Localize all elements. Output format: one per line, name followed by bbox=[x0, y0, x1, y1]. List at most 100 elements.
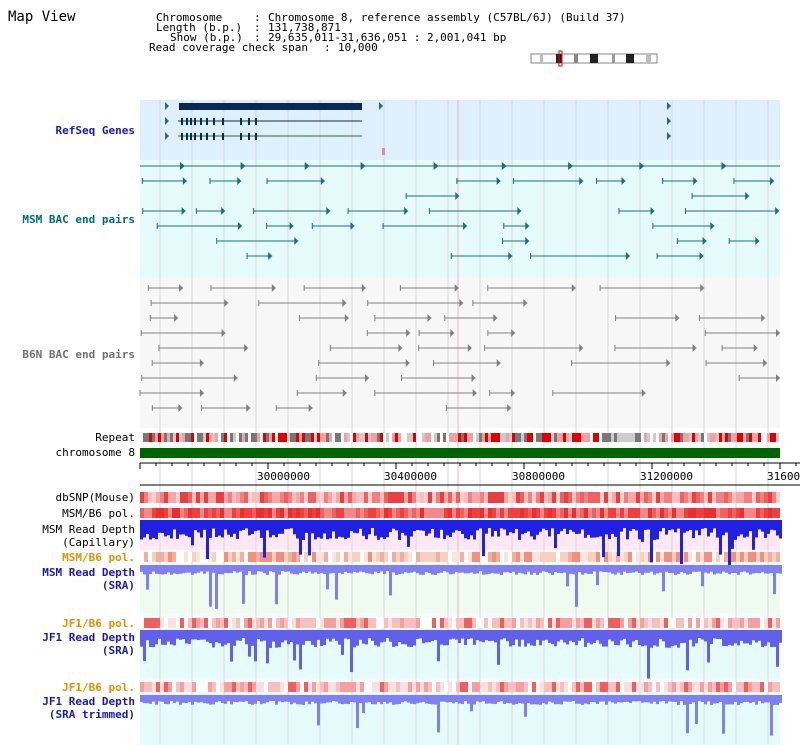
depth-bar bbox=[581, 520, 584, 530]
bac-end-arrow bbox=[702, 237, 707, 245]
depth-bar bbox=[497, 565, 500, 574]
depth-bar bbox=[653, 520, 656, 540]
heat-cell bbox=[456, 618, 460, 628]
repeat-block bbox=[341, 433, 344, 442]
ideogram-band bbox=[590, 54, 598, 63]
heat-cell bbox=[168, 618, 172, 628]
depth-bar bbox=[701, 520, 704, 529]
bac-end-arrow bbox=[360, 162, 366, 170]
heat-cell bbox=[656, 508, 660, 518]
depth-bar bbox=[197, 695, 200, 703]
heat-cell bbox=[140, 492, 144, 503]
depth-bar bbox=[647, 520, 650, 530]
heat-cell bbox=[168, 552, 172, 562]
repeat-block bbox=[401, 433, 404, 442]
heat-cell bbox=[208, 508, 212, 518]
heat-cell bbox=[452, 492, 456, 503]
heat-cell bbox=[400, 618, 404, 628]
heat-cell bbox=[600, 508, 604, 518]
depth-bar bbox=[605, 520, 608, 535]
heat-cell bbox=[180, 508, 184, 518]
depth-bar bbox=[671, 565, 674, 574]
depth-bar bbox=[350, 520, 353, 532]
bac-end-arrow bbox=[455, 192, 460, 200]
exon-mark bbox=[206, 133, 208, 140]
depth-bar bbox=[479, 630, 482, 642]
depth-bar bbox=[452, 520, 455, 533]
heat-cell bbox=[668, 618, 672, 628]
repeat-block bbox=[512, 433, 515, 442]
heat-cell bbox=[640, 492, 644, 503]
depth-bar bbox=[362, 520, 365, 536]
heat-cell bbox=[156, 682, 160, 692]
depth-bar bbox=[539, 630, 542, 646]
heat-cell bbox=[552, 552, 556, 562]
depth-bar bbox=[584, 565, 587, 574]
heat-cell bbox=[296, 492, 300, 503]
exon-mark bbox=[213, 133, 215, 140]
depth-bar bbox=[629, 565, 632, 573]
depth-bar bbox=[218, 565, 221, 575]
depth-bar bbox=[158, 520, 161, 533]
gene-arrow bbox=[667, 117, 671, 125]
heat-cell bbox=[548, 682, 552, 692]
depth-bar bbox=[458, 565, 461, 573]
heat-cell bbox=[220, 682, 224, 692]
heat-cell bbox=[400, 508, 404, 518]
heat-cell bbox=[624, 682, 628, 692]
heat-cell bbox=[448, 492, 452, 503]
heat-cell bbox=[156, 508, 160, 518]
repeat-block bbox=[182, 433, 185, 442]
depth-bar bbox=[521, 565, 524, 574]
depth-bar bbox=[527, 520, 530, 532]
heat-cell bbox=[384, 492, 388, 503]
bac-end-arrow bbox=[427, 314, 432, 322]
repeat-block bbox=[629, 433, 632, 442]
depth-bar bbox=[737, 520, 740, 537]
depth-bar bbox=[413, 565, 416, 572]
heat-cell bbox=[336, 492, 340, 503]
depth-bar bbox=[374, 520, 377, 536]
depth-bar bbox=[404, 695, 407, 702]
depth-bar bbox=[593, 565, 596, 572]
depth-bar bbox=[506, 520, 509, 536]
heat-cell bbox=[260, 492, 264, 503]
heat-cell bbox=[312, 508, 316, 518]
depth-bar bbox=[590, 520, 593, 538]
heat-cell bbox=[632, 618, 636, 628]
heat-cell bbox=[624, 552, 628, 562]
depth-bar bbox=[296, 520, 299, 539]
heat-cell bbox=[464, 492, 468, 503]
depth-bar bbox=[386, 630, 389, 639]
heat-cell bbox=[164, 508, 168, 518]
heat-cell bbox=[364, 552, 368, 562]
depth-bar bbox=[653, 695, 656, 702]
depth-bar bbox=[476, 630, 479, 641]
depth-bar bbox=[257, 695, 260, 702]
depth-bar bbox=[290, 565, 293, 574]
heat-cell bbox=[212, 508, 216, 518]
bac-end-arrow bbox=[507, 404, 512, 412]
heat-cell bbox=[708, 552, 712, 562]
depth-bar bbox=[182, 520, 185, 535]
heat-cell bbox=[276, 508, 280, 518]
heat-cell bbox=[476, 682, 480, 692]
info-colon-3: : bbox=[254, 31, 261, 44]
heat-cell bbox=[512, 552, 516, 562]
depth-bar bbox=[347, 695, 350, 705]
heat-cell bbox=[340, 618, 344, 628]
depth-bar bbox=[524, 630, 527, 647]
heat-cell bbox=[520, 552, 524, 562]
repeat-block bbox=[206, 433, 209, 442]
depth-bar bbox=[209, 565, 212, 607]
depth-bar bbox=[707, 565, 710, 574]
bac-end-arrow bbox=[308, 404, 313, 412]
heat-cell bbox=[200, 508, 204, 518]
heat-cell bbox=[472, 508, 476, 518]
heat-cell bbox=[560, 492, 564, 503]
heat-cell bbox=[372, 552, 376, 562]
heat-cell bbox=[596, 492, 600, 503]
depth-bar bbox=[401, 565, 404, 574]
